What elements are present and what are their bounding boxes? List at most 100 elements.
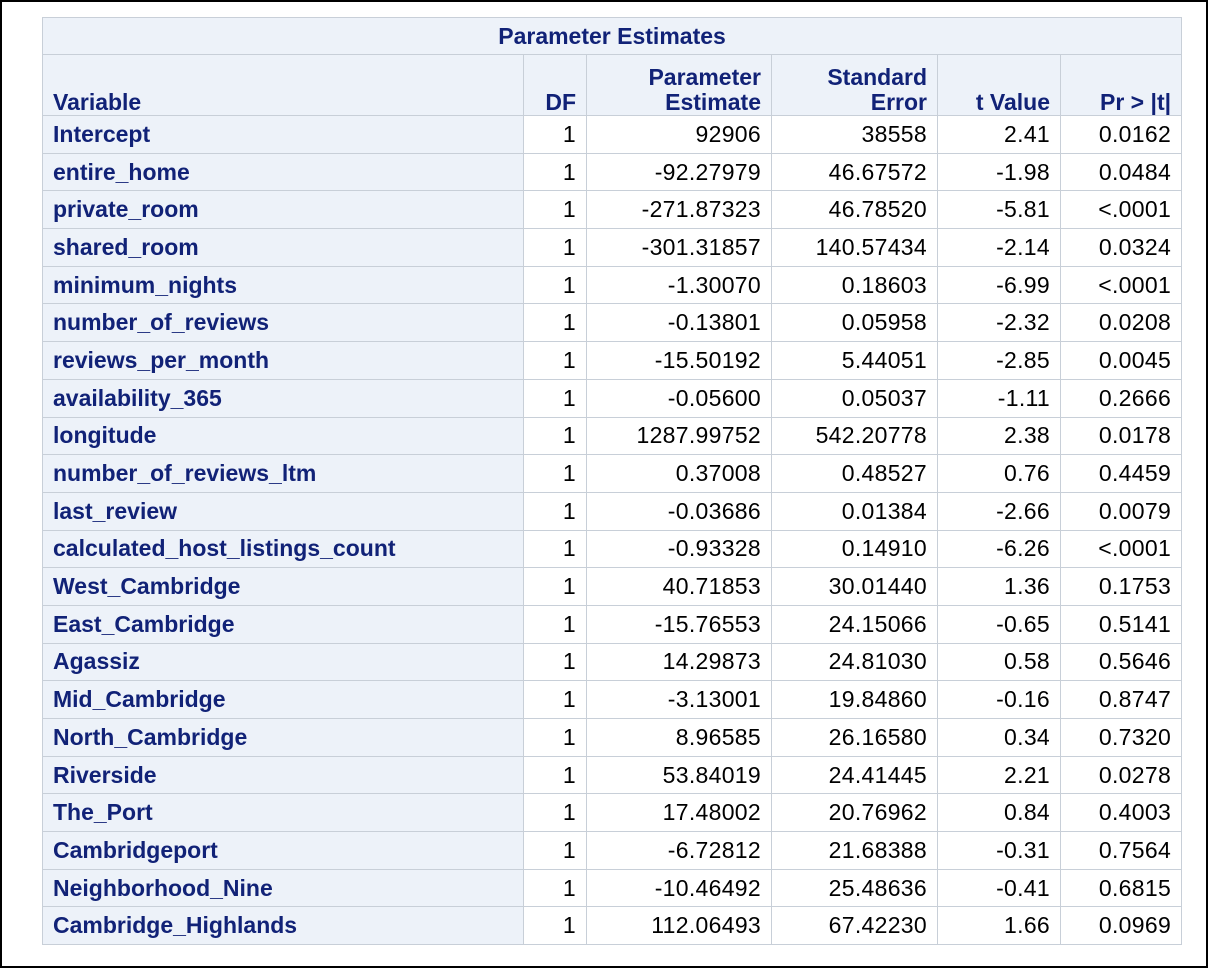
cell-standard-error: 24.41445 bbox=[771, 755, 938, 795]
cell-variable: number_of_reviews_ltm bbox=[42, 454, 524, 493]
cell-variable: Riverside bbox=[42, 755, 524, 795]
cell-parameter-estimate: -0.13801 bbox=[586, 303, 772, 343]
cell-df: 1 bbox=[523, 755, 587, 795]
cell-p-value: <.0001 bbox=[1059, 265, 1183, 305]
cell-variable: minimum_nights bbox=[42, 265, 524, 305]
table-row: calculated_host_listings_count 1 -0.93328 0… bbox=[42, 529, 1183, 569]
table-row: number_of_reviews 1 -0.13801 0.05958 -2.32 0.… bbox=[42, 303, 1183, 343]
cell-parameter-estimate: 1287.99752 bbox=[586, 416, 772, 456]
column-header-row: Variable DF Parameter Estimate Standard … bbox=[42, 54, 1183, 116]
cell-t-value: -2.66 bbox=[937, 491, 1061, 531]
column-header-standard-error-line1: Standard bbox=[827, 64, 927, 90]
cell-df: 1 bbox=[523, 868, 587, 908]
cell-p-value: 0.0208 bbox=[1059, 303, 1183, 343]
cell-df: 1 bbox=[523, 642, 587, 682]
cell-parameter-estimate: 112.06493 bbox=[586, 906, 772, 946]
parameter-estimates-table: Parameter Estimates Variable DF Paramete… bbox=[41, 17, 1183, 946]
cell-p-value: <.0001 bbox=[1059, 529, 1183, 569]
cell-t-value: -1.11 bbox=[937, 378, 1061, 418]
cell-p-value: 0.0045 bbox=[1059, 341, 1183, 380]
cell-parameter-estimate: -271.87323 bbox=[586, 190, 772, 230]
cell-parameter-estimate: -1.30070 bbox=[586, 265, 772, 305]
cell-standard-error: 542.20778 bbox=[771, 416, 938, 456]
cell-t-value: 2.41 bbox=[937, 115, 1061, 154]
table-row: Neighborhood_Nine 1 -10.46492 25.48636 -0.41… bbox=[42, 868, 1183, 908]
table-title: Parameter Estimates bbox=[41, 17, 1183, 55]
column-header-parameter-estimate-line1: Parameter bbox=[648, 64, 761, 90]
table-row: reviews_per_month 1 -15.50192 5.44051 -2.85 0… bbox=[42, 341, 1183, 380]
column-header-variable: Variable bbox=[42, 54, 524, 116]
cell-standard-error: 46.78520 bbox=[771, 190, 938, 230]
cell-df: 1 bbox=[523, 228, 587, 267]
cell-variable: West_Cambridge bbox=[42, 567, 524, 606]
cell-variable: East_Cambridge bbox=[42, 604, 524, 644]
cell-variable: The_Port bbox=[42, 793, 524, 833]
cell-standard-error: 20.76962 bbox=[771, 793, 938, 833]
table-row: Riverside 1 53.84019 24.41445 2.21 0.0278 bbox=[42, 755, 1183, 795]
cell-df: 1 bbox=[523, 454, 587, 493]
cell-df: 1 bbox=[523, 529, 587, 569]
cell-variable: calculated_host_listings_count bbox=[42, 529, 524, 569]
cell-standard-error: 38558 bbox=[771, 115, 938, 154]
cell-parameter-estimate: 17.48002 bbox=[586, 793, 772, 833]
cell-t-value: -2.14 bbox=[937, 228, 1061, 267]
cell-variable: private_room bbox=[42, 190, 524, 230]
table-row: entire_home 1 -92.27979 46.67572 -1.98 0.0484 bbox=[42, 152, 1183, 192]
cell-variable: Intercept bbox=[42, 115, 524, 154]
cell-variable: longitude bbox=[42, 416, 524, 456]
cell-parameter-estimate: -3.13001 bbox=[586, 680, 772, 719]
table-row: longitude 1 1287.99752 542.20778 2.38 0.0178 bbox=[42, 416, 1183, 456]
cell-variable: North_Cambridge bbox=[42, 718, 524, 757]
cell-df: 1 bbox=[523, 416, 587, 456]
cell-parameter-estimate: 40.71853 bbox=[586, 567, 772, 606]
table-body: Intercept 1 92906 38558 2.41 0.0162 entire_hom… bbox=[42, 115, 1183, 946]
cell-df: 1 bbox=[523, 378, 587, 418]
cell-p-value: 0.7564 bbox=[1059, 831, 1183, 870]
cell-df: 1 bbox=[523, 491, 587, 531]
cell-t-value: 1.36 bbox=[937, 567, 1061, 606]
cell-standard-error: 0.48527 bbox=[771, 454, 938, 493]
cell-p-value: 0.0324 bbox=[1059, 228, 1183, 267]
cell-variable: shared_room bbox=[42, 228, 524, 267]
column-header-parameter-estimate: Parameter Estimate bbox=[586, 54, 772, 116]
cell-t-value: -2.32 bbox=[937, 303, 1061, 343]
cell-parameter-estimate: 8.96585 bbox=[586, 718, 772, 757]
cell-standard-error: 67.42230 bbox=[771, 906, 938, 946]
cell-t-value: -1.98 bbox=[937, 152, 1061, 192]
table-row: number_of_reviews_ltm 1 0.37008 0.48527 0.76… bbox=[42, 454, 1183, 493]
cell-p-value: 0.5141 bbox=[1059, 604, 1183, 644]
cell-standard-error: 21.68388 bbox=[771, 831, 938, 870]
cell-parameter-estimate: -0.03686 bbox=[586, 491, 772, 531]
table-row: North_Cambridge 1 8.96585 26.16580 0.34 0.732… bbox=[42, 718, 1183, 757]
cell-p-value: 0.0969 bbox=[1059, 906, 1183, 946]
cell-df: 1 bbox=[523, 604, 587, 644]
cell-df: 1 bbox=[523, 793, 587, 833]
cell-t-value: -6.99 bbox=[937, 265, 1061, 305]
cell-df: 1 bbox=[523, 265, 587, 305]
table-title-row: Parameter Estimates bbox=[41, 17, 1183, 55]
cell-standard-error: 0.14910 bbox=[771, 529, 938, 569]
cell-variable: Mid_Cambridge bbox=[42, 680, 524, 719]
cell-standard-error: 19.84860 bbox=[771, 680, 938, 719]
cell-variable: number_of_reviews bbox=[42, 303, 524, 343]
cell-t-value: 0.34 bbox=[937, 718, 1061, 757]
cell-standard-error: 25.48636 bbox=[771, 868, 938, 908]
cell-standard-error: 0.05037 bbox=[771, 378, 938, 418]
cell-df: 1 bbox=[523, 303, 587, 343]
column-header-p-value: Pr > |t| bbox=[1059, 54, 1183, 116]
cell-p-value: 0.8747 bbox=[1059, 680, 1183, 719]
cell-variable: entire_home bbox=[42, 152, 524, 192]
cell-t-value: 1.66 bbox=[937, 906, 1061, 946]
table-row: Mid_Cambridge 1 -3.13001 19.84860 -0.16 0.874… bbox=[42, 680, 1183, 719]
cell-p-value: 0.2666 bbox=[1059, 378, 1183, 418]
cell-df: 1 bbox=[523, 567, 587, 606]
cell-standard-error: 24.15066 bbox=[771, 604, 938, 644]
cell-p-value: 0.4003 bbox=[1059, 793, 1183, 833]
cell-t-value: -0.65 bbox=[937, 604, 1061, 644]
cell-p-value: 0.0278 bbox=[1059, 755, 1183, 795]
cell-standard-error: 30.01440 bbox=[771, 567, 938, 606]
cell-df: 1 bbox=[523, 190, 587, 230]
cell-t-value: 0.76 bbox=[937, 454, 1061, 493]
column-header-t-value: t Value bbox=[937, 54, 1061, 116]
